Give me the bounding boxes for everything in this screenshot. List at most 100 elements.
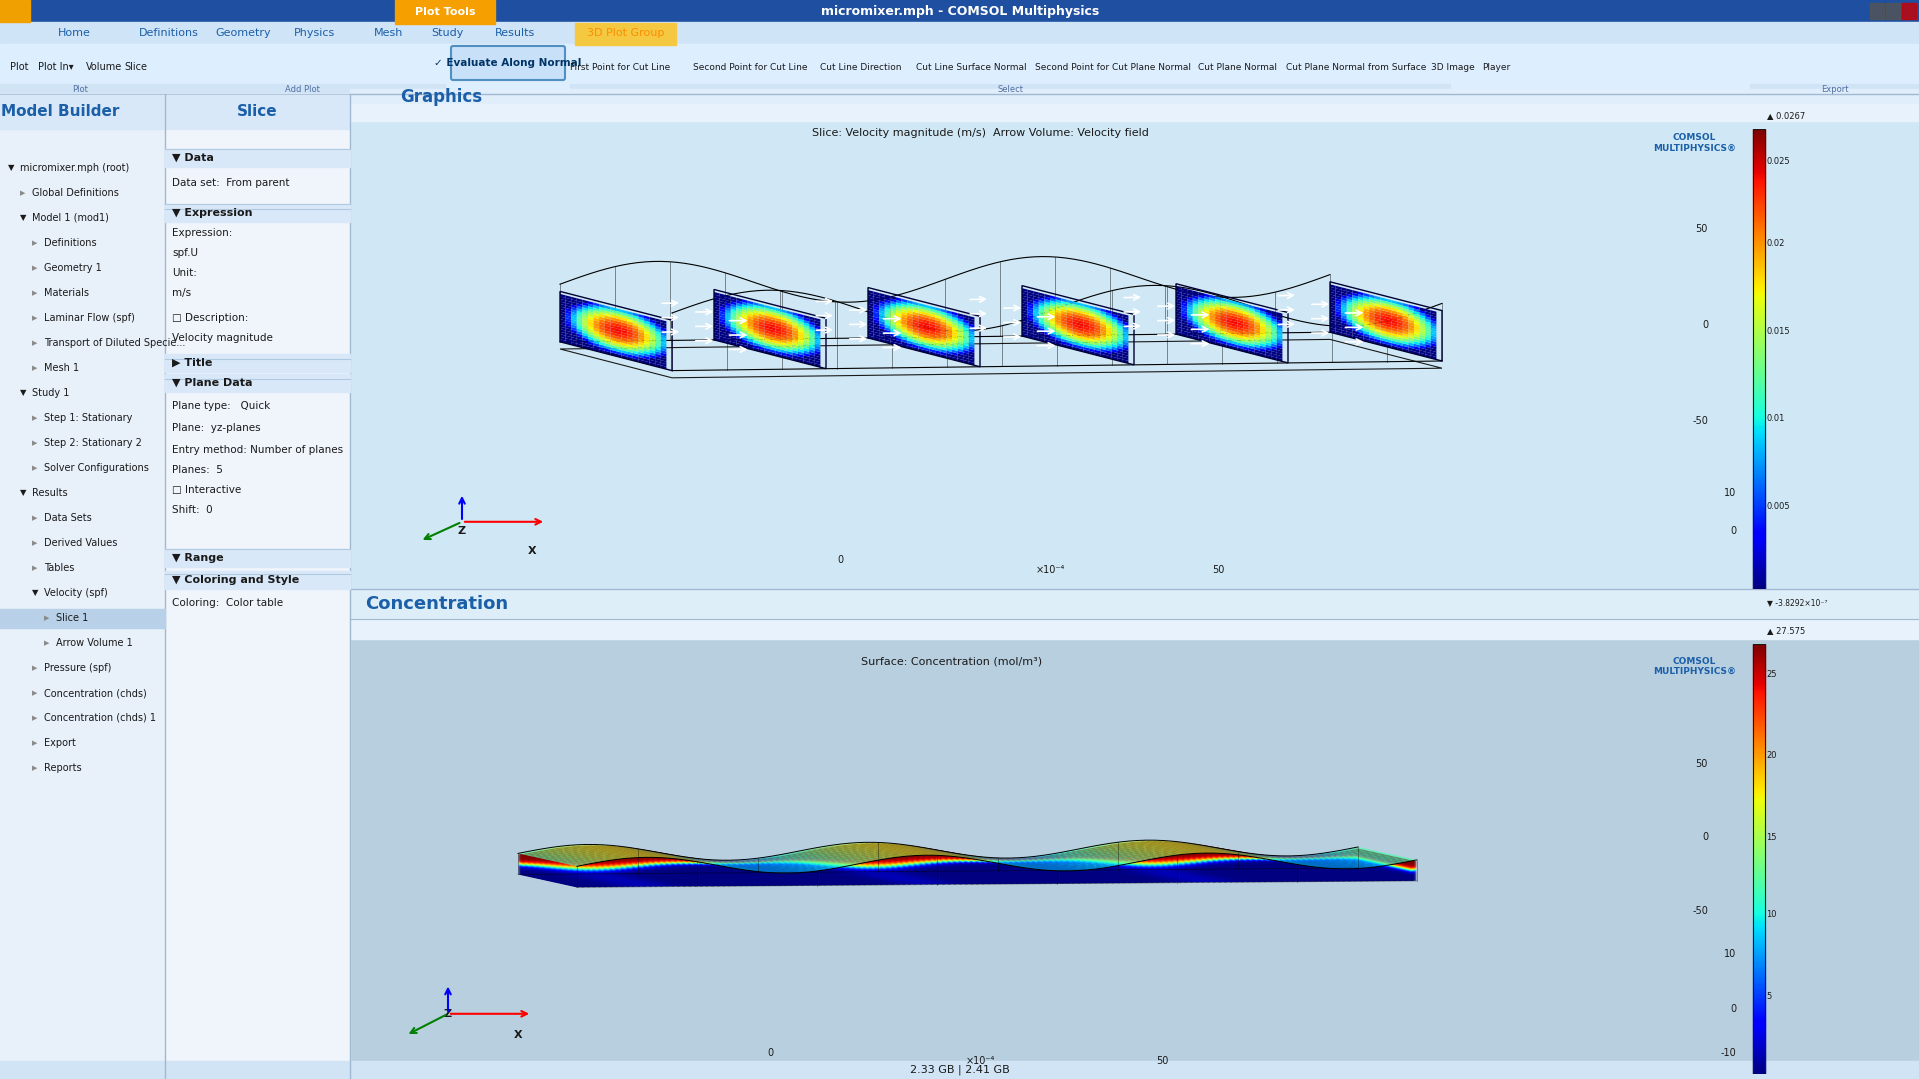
- Polygon shape: [946, 855, 954, 856]
- Polygon shape: [1364, 305, 1368, 310]
- Polygon shape: [885, 861, 948, 874]
- Polygon shape: [654, 856, 664, 857]
- Polygon shape: [890, 865, 954, 879]
- Polygon shape: [1011, 865, 1019, 866]
- Polygon shape: [969, 349, 975, 353]
- Polygon shape: [829, 871, 892, 885]
- Polygon shape: [1307, 857, 1372, 871]
- Text: □ Interactive: □ Interactive: [173, 484, 242, 495]
- Polygon shape: [1100, 870, 1163, 883]
- Polygon shape: [654, 349, 660, 353]
- Polygon shape: [1270, 351, 1276, 355]
- Polygon shape: [614, 852, 677, 865]
- Polygon shape: [1027, 327, 1032, 331]
- Polygon shape: [1167, 862, 1230, 876]
- Polygon shape: [1274, 856, 1338, 870]
- Polygon shape: [935, 865, 1000, 879]
- Polygon shape: [1077, 861, 1140, 875]
- Polygon shape: [1374, 857, 1382, 858]
- Polygon shape: [591, 862, 656, 876]
- Polygon shape: [1036, 862, 1102, 875]
- Polygon shape: [652, 864, 718, 877]
- Polygon shape: [902, 862, 965, 876]
- Bar: [1752, 880, 1765, 883]
- Polygon shape: [1228, 869, 1293, 882]
- Polygon shape: [1004, 861, 1067, 874]
- Polygon shape: [1161, 849, 1224, 863]
- Polygon shape: [1301, 862, 1366, 876]
- Polygon shape: [568, 861, 576, 862]
- Polygon shape: [829, 858, 892, 871]
- Polygon shape: [603, 863, 668, 876]
- Polygon shape: [1268, 861, 1332, 874]
- Polygon shape: [1403, 328, 1409, 332]
- Polygon shape: [777, 859, 842, 873]
- Bar: [1752, 381, 1765, 382]
- Polygon shape: [1228, 851, 1293, 864]
- Polygon shape: [530, 856, 593, 869]
- Polygon shape: [541, 850, 604, 864]
- Polygon shape: [833, 850, 898, 864]
- Bar: [1752, 258, 1765, 260]
- Polygon shape: [850, 859, 858, 860]
- Polygon shape: [518, 866, 583, 880]
- Polygon shape: [1025, 858, 1090, 871]
- Polygon shape: [839, 851, 904, 865]
- Polygon shape: [800, 853, 864, 866]
- Polygon shape: [1301, 864, 1309, 865]
- Polygon shape: [1126, 863, 1192, 877]
- Polygon shape: [1125, 848, 1134, 849]
- Polygon shape: [986, 871, 1050, 884]
- Polygon shape: [1284, 862, 1349, 875]
- Polygon shape: [890, 329, 896, 332]
- Bar: [1752, 701, 1765, 702]
- Polygon shape: [1309, 865, 1318, 866]
- Polygon shape: [1013, 860, 1078, 874]
- Polygon shape: [1217, 852, 1282, 866]
- Bar: [1752, 906, 1765, 907]
- Polygon shape: [952, 871, 1017, 884]
- Polygon shape: [758, 341, 764, 345]
- Polygon shape: [608, 856, 674, 870]
- Polygon shape: [1019, 866, 1029, 869]
- Polygon shape: [1251, 855, 1315, 868]
- Bar: [1752, 780, 1765, 781]
- Polygon shape: [971, 858, 981, 860]
- Polygon shape: [981, 860, 1044, 873]
- Polygon shape: [1103, 846, 1169, 860]
- Polygon shape: [1376, 857, 1386, 859]
- Polygon shape: [1025, 863, 1090, 876]
- Polygon shape: [1054, 858, 1119, 871]
- Polygon shape: [1144, 866, 1209, 879]
- Polygon shape: [1019, 868, 1084, 880]
- Polygon shape: [913, 858, 977, 872]
- Polygon shape: [1042, 862, 1107, 876]
- Polygon shape: [656, 853, 666, 855]
- Polygon shape: [1359, 332, 1364, 336]
- Polygon shape: [1238, 302, 1244, 306]
- Polygon shape: [620, 872, 683, 886]
- Polygon shape: [777, 856, 842, 869]
- Polygon shape: [626, 848, 689, 862]
- Polygon shape: [722, 865, 785, 878]
- Polygon shape: [1409, 330, 1414, 333]
- Bar: [1752, 449, 1765, 451]
- Polygon shape: [919, 870, 983, 883]
- Bar: [1752, 190, 1765, 192]
- Polygon shape: [587, 852, 595, 853]
- Polygon shape: [675, 868, 741, 880]
- Polygon shape: [1330, 304, 1336, 309]
- Polygon shape: [963, 858, 1029, 872]
- Polygon shape: [1391, 318, 1397, 322]
- Polygon shape: [787, 326, 793, 330]
- Polygon shape: [739, 862, 802, 875]
- Bar: [1752, 1055, 1765, 1057]
- Bar: [1752, 173, 1765, 174]
- Polygon shape: [668, 855, 675, 856]
- Polygon shape: [1295, 860, 1361, 874]
- Polygon shape: [862, 863, 927, 876]
- Polygon shape: [1220, 849, 1228, 850]
- Bar: [1752, 160, 1765, 162]
- Polygon shape: [1211, 851, 1276, 864]
- Polygon shape: [1061, 328, 1067, 332]
